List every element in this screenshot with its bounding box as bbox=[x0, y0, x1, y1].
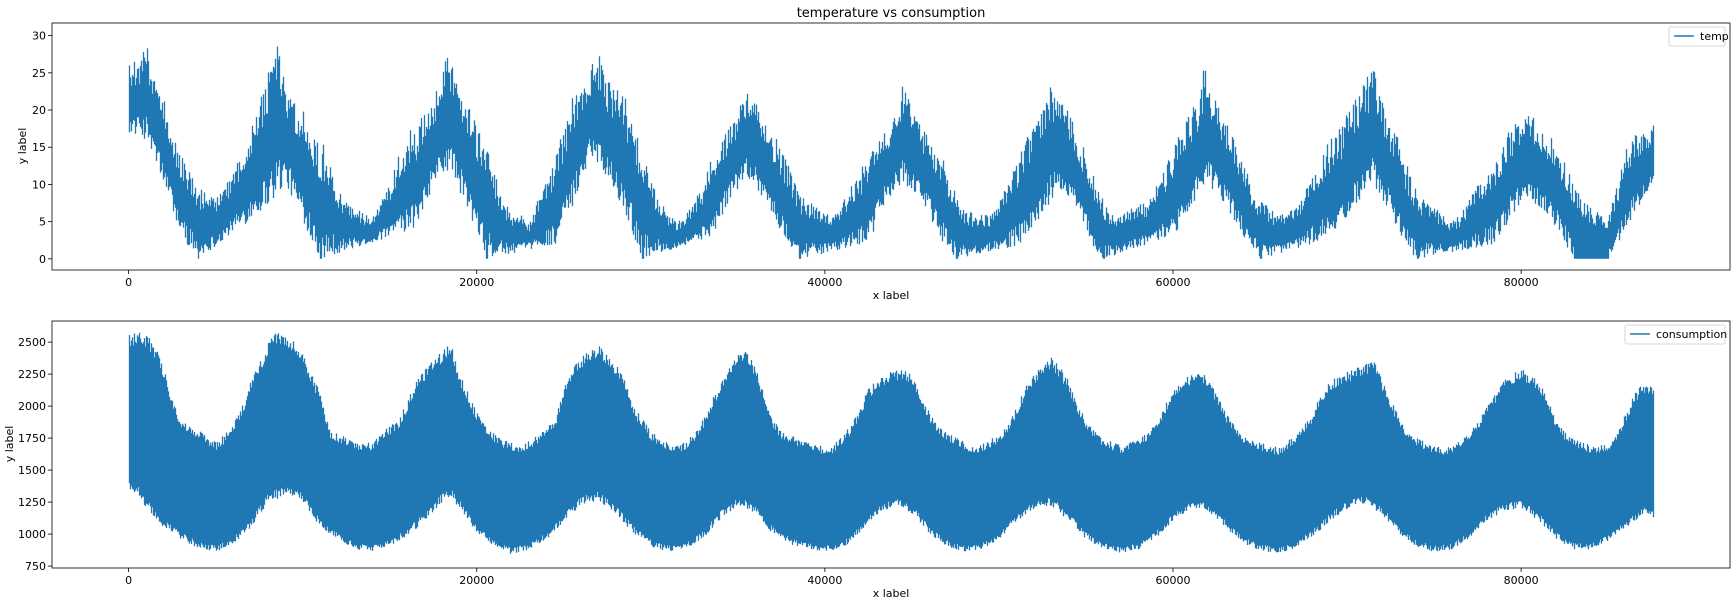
y-tick-label: 1250 bbox=[18, 496, 46, 509]
y-tick-label: 10 bbox=[32, 178, 46, 191]
consumption-plot: 0 20000 40000 60000 80000 750 1000 1250 1500 1750… bbox=[3, 320, 1731, 600]
x-tick-label: 20000 bbox=[459, 574, 494, 587]
legend-box bbox=[1668, 26, 1726, 47]
y-tick-label: 1750 bbox=[18, 432, 46, 445]
chart-title: temperature vs consumption bbox=[797, 6, 986, 21]
x-tick-label: 20000 bbox=[459, 276, 494, 289]
y-tick-label: 15 bbox=[32, 141, 46, 154]
plot-frame bbox=[51, 22, 1731, 271]
legend: consumption bbox=[1624, 324, 1727, 345]
y-tick-label: 2000 bbox=[18, 400, 46, 413]
y-tick-label: 750 bbox=[25, 560, 46, 573]
series-line-consumption bbox=[128, 332, 1655, 554]
x-tick-label: 80000 bbox=[1504, 574, 1539, 587]
x-tick-label: 60000 bbox=[1155, 276, 1190, 289]
x-tick-label: 0 bbox=[125, 574, 132, 587]
x-tick-label: 80000 bbox=[1504, 276, 1539, 289]
plot-frame bbox=[51, 320, 1731, 569]
y-tick-label: 2500 bbox=[18, 336, 46, 349]
y-tick-label: 5 bbox=[39, 216, 46, 229]
x-axis-label: x label bbox=[873, 587, 910, 600]
series-layer bbox=[128, 46, 1655, 259]
x-tick-label: 0 bbox=[125, 276, 132, 289]
temperature-plot: temperature vs consumption 0 20000 40000 60… bbox=[16, 6, 1731, 302]
y-tick-label: 1000 bbox=[18, 528, 46, 541]
y-tick-label: 20 bbox=[32, 104, 46, 117]
series-line-temp bbox=[128, 46, 1655, 259]
legend: temp bbox=[1668, 26, 1729, 47]
x-axis-label: x label bbox=[873, 289, 910, 302]
y-axis-label: y label bbox=[16, 128, 29, 165]
x-tick-label: 40000 bbox=[807, 276, 842, 289]
ticks-layer: 0 20000 40000 60000 80000 750 1000 1250 1500 1750… bbox=[18, 336, 1539, 587]
legend-label-temp: temp bbox=[1700, 30, 1729, 43]
y-tick-label: 0 bbox=[39, 253, 46, 266]
x-tick-label: 40000 bbox=[807, 574, 842, 587]
series-layer bbox=[128, 332, 1655, 554]
y-axis-label: y label bbox=[3, 426, 16, 463]
y-tick-label: 2250 bbox=[18, 368, 46, 381]
y-tick-label: 25 bbox=[32, 67, 46, 80]
y-tick-label: 1500 bbox=[18, 464, 46, 477]
legend-label-consumption: consumption bbox=[1656, 328, 1727, 341]
x-tick-label: 60000 bbox=[1155, 574, 1190, 587]
legend-box bbox=[1624, 324, 1726, 345]
y-tick-label: 30 bbox=[32, 30, 46, 43]
ticks-layer: 0 20000 40000 60000 80000 0 5 10 15 20 25 30 bbox=[32, 30, 1539, 289]
